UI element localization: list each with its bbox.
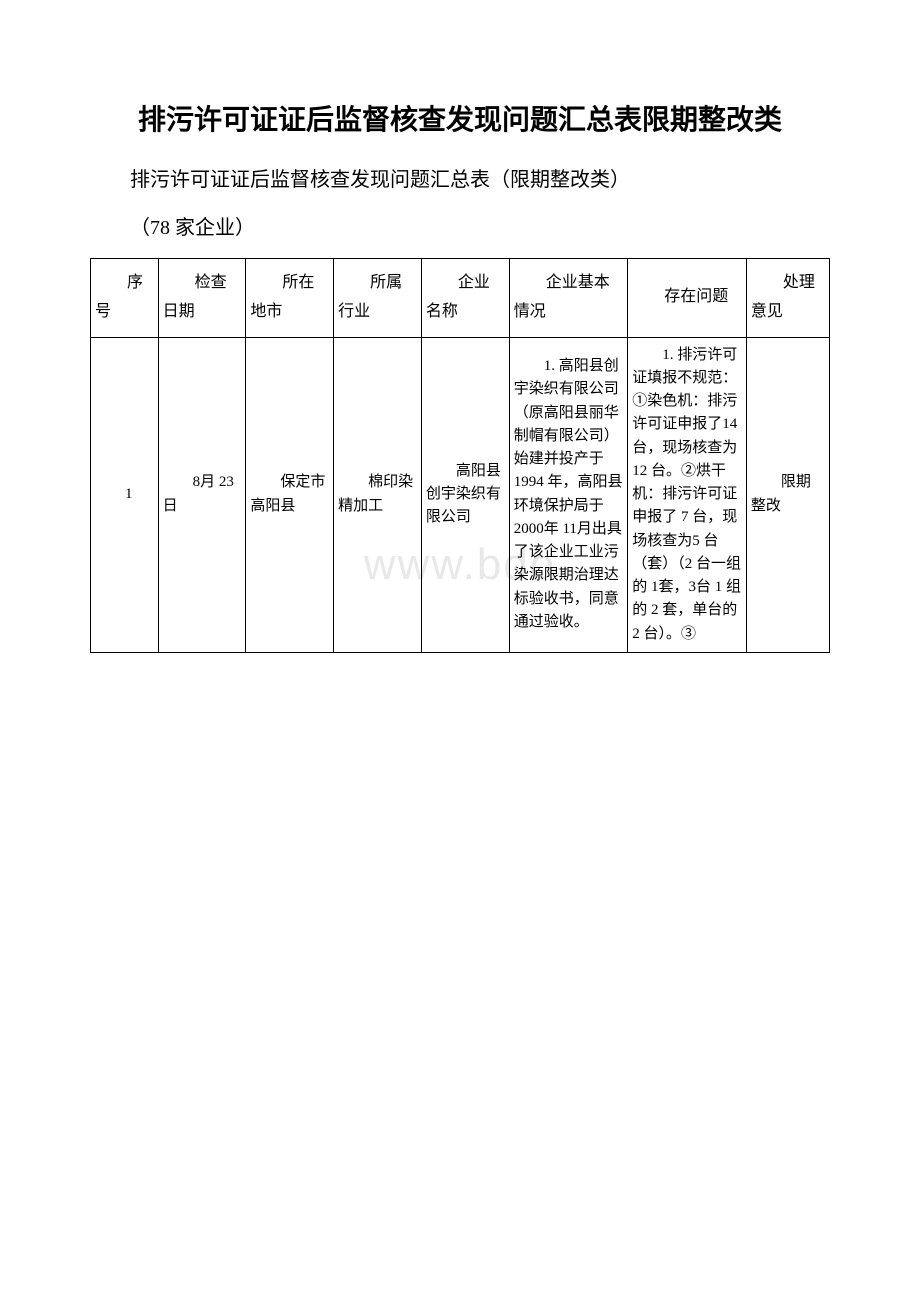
header-industry: 所属行业 (334, 259, 422, 338)
header-basic: 企业基本情况 (509, 259, 628, 338)
data-table: 序号 检查日期 所在地市 所属行业 企业名称 企业基本情况 存在问题 处理意见 … (90, 258, 830, 653)
cell-opinion: 限期整改 (746, 337, 829, 652)
cell-city: 保定市高阳县 (246, 337, 334, 652)
header-opinion: 处理意见 (746, 259, 829, 338)
table-header-row: 序号 检查日期 所在地市 所属行业 企业名称 企业基本情况 存在问题 处理意见 (91, 259, 830, 338)
cell-industry: 棉印染精加工 (334, 337, 422, 652)
header-problem: 存在问题 (628, 259, 747, 338)
cell-basic: 1. 高阳县创宇染织有限公司（原高阳县丽华制帽有限公司）始建并投产于1994 年… (509, 337, 628, 652)
header-city: 所在地市 (246, 259, 334, 338)
subtitle: 排污许可证证后监督核查发现问题汇总表（限期整改类） (90, 162, 830, 198)
table-row: 1 8月 23日 保定市高阳县 棉印染精加工 高阳县创宇染织有限公司 1. 高阳… (91, 337, 830, 652)
header-company: 企业名称 (421, 259, 509, 338)
cell-problem: 1. 排污许可证填报不规范：①染色机：排污许可证申报了14 台，现场核查为12 … (628, 337, 747, 652)
cell-date: 8月 23日 (158, 337, 246, 652)
header-date: 检查日期 (158, 259, 246, 338)
page-title: 排污许可证证后监督核查发现问题汇总表限期整改类 (90, 100, 830, 142)
cell-index: 1 (91, 337, 159, 652)
cell-company: 高阳县创宇染织有限公司 (421, 337, 509, 652)
company-count: （78 家企业） (90, 210, 830, 246)
header-index: 序号 (91, 259, 159, 338)
